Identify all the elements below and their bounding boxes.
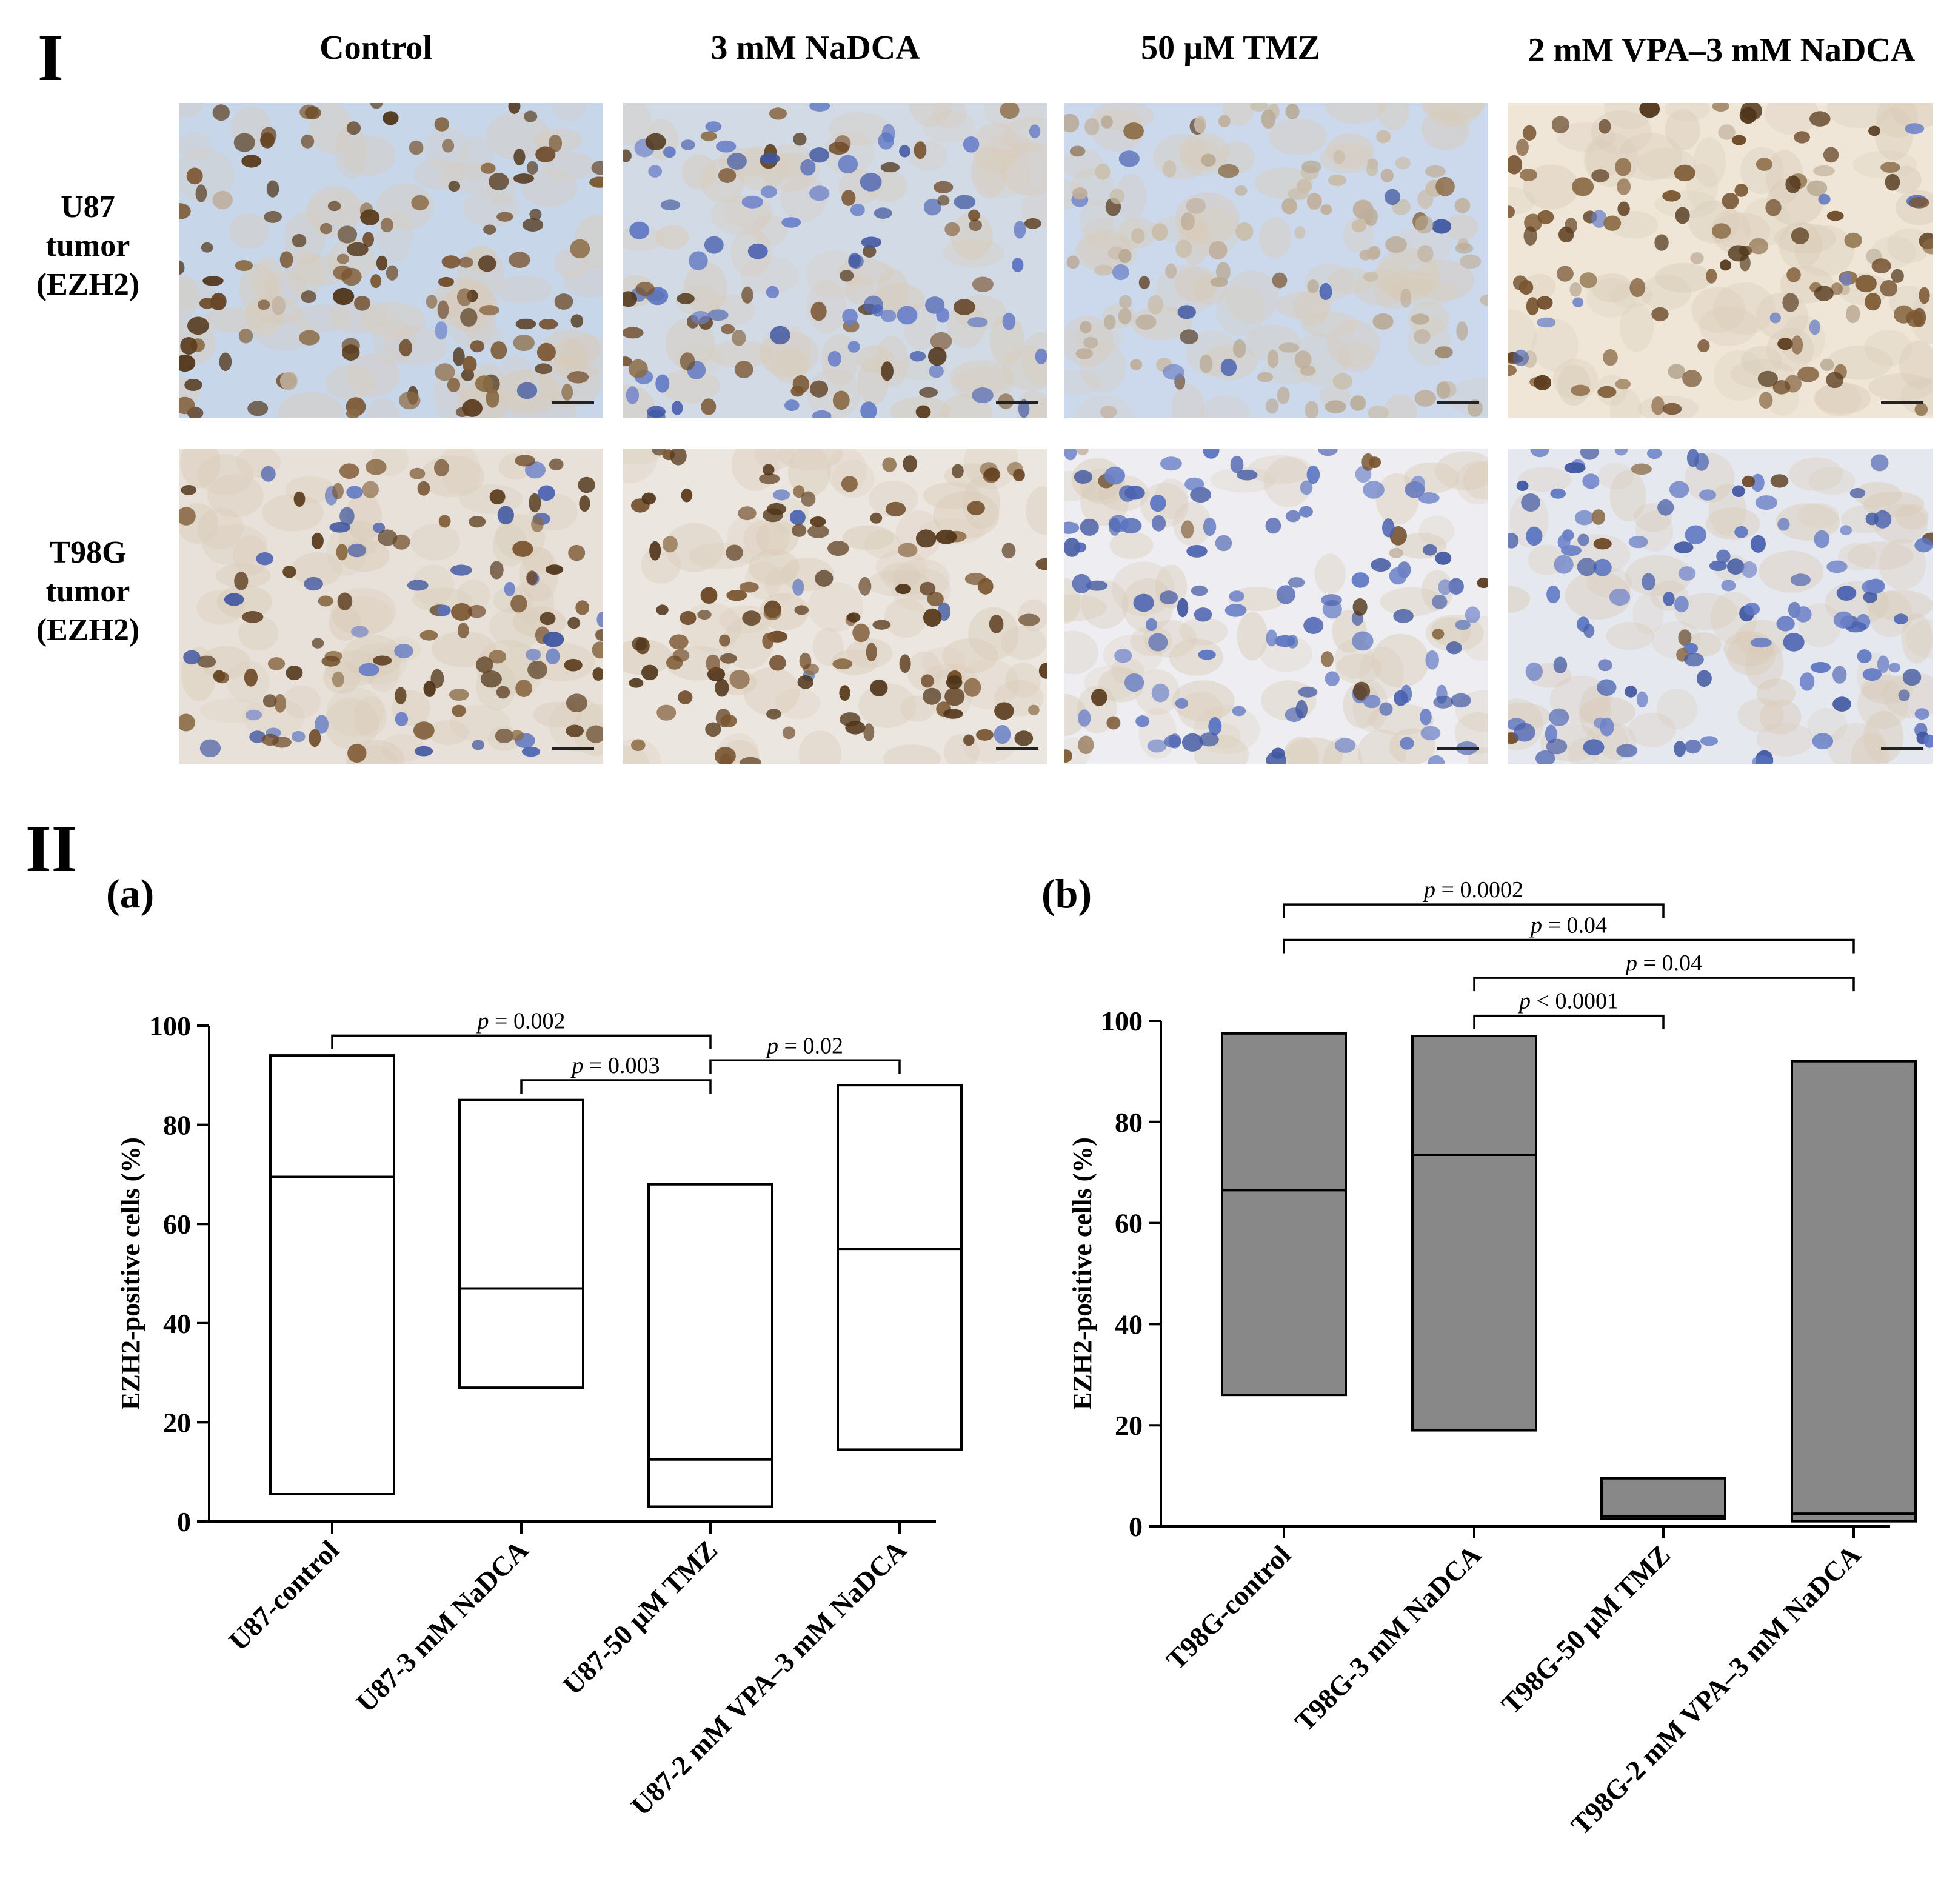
comparison-bracket-3 <box>709 1059 901 1074</box>
bar-3 <box>647 1183 773 1508</box>
y-tick-label: 20 <box>163 1407 191 1438</box>
y-tick-label: 0 <box>1129 1511 1143 1542</box>
comparison-label-4: p = 0.04 <box>1624 950 1702 976</box>
row-label-u87-line2: tumor <box>45 228 130 263</box>
category-label-3: U87-50 µM TMZ <box>556 1534 723 1701</box>
row-label-t98g-line3: (EZH2) <box>36 612 140 647</box>
bar-4 <box>1791 1060 1917 1523</box>
y-tick-label: 60 <box>1115 1208 1143 1239</box>
comparison-bracket-1 <box>331 1034 712 1049</box>
y-tick-label: 40 <box>1115 1309 1143 1340</box>
micrograph-r1-c2 <box>623 103 1047 418</box>
bar-1 <box>269 1054 395 1496</box>
column-header-control: Control <box>319 29 432 67</box>
chart-b-plot: 0 20 40 60 80 100 EZH2-positive cells (%) T98G-… <box>1067 877 1917 1840</box>
section-label-ii: II <box>25 812 78 886</box>
category-label-1: U87-control <box>222 1534 345 1657</box>
section-label-i: I <box>38 21 64 95</box>
category-label-2: T98G-3 mM NaDCA <box>1289 1539 1487 1737</box>
y-tick-label: 80 <box>1115 1107 1143 1138</box>
row-label-t98g: T98G tumor (EZH2) <box>0 533 176 650</box>
y-axis-title: EZH2-positive cells (%) <box>116 1137 145 1410</box>
comparison-bracket-1 <box>1283 903 1665 918</box>
row-label-u87-line3: (EZH2) <box>36 267 140 302</box>
comparison-bracket-2 <box>520 1079 712 1094</box>
micrograph-r1-c4 <box>1508 103 1933 418</box>
comparison-label-2: p = 0.003 <box>570 1053 660 1078</box>
micrograph-r2-c4 <box>1508 449 1933 764</box>
category-label-2: U87-3 mM NaDCA <box>350 1534 534 1718</box>
bar-1 <box>1221 1032 1347 1397</box>
column-header-tmz: 50 µM TMZ <box>1141 29 1320 67</box>
column-header-nadca: 3 mM NaDCA <box>710 29 920 67</box>
row-label-t98g-line2: tumor <box>45 573 130 609</box>
row-label-t98g-line1: T98G <box>49 535 127 570</box>
comparison-bracket-2 <box>1473 1014 1665 1029</box>
comparison-label-2: p < 0.0001 <box>1517 989 1619 1014</box>
category-label-3: T98G-50 µM TMZ <box>1495 1539 1676 1720</box>
micrograph-r1-c1 <box>179 103 603 418</box>
panel-label-b: (b) <box>1041 870 1092 917</box>
y-axis-title: EZH2-positive cells (%) <box>1067 1137 1097 1410</box>
y-tick-label: 0 <box>177 1506 191 1537</box>
bar-2 <box>458 1098 584 1389</box>
y-tick-label: 40 <box>163 1308 191 1339</box>
comparison-bracket-3 <box>1283 938 1855 954</box>
column-header-vpa-nadca: 2 mM VPA–3 mM NaDCA <box>1528 31 1916 69</box>
bar-2 <box>1411 1035 1537 1432</box>
y-tick-label: 100 <box>149 1010 191 1041</box>
category-label-1: T98G-control <box>1160 1539 1297 1675</box>
row-label-u87-line1: U87 <box>61 190 115 224</box>
bar-4 <box>837 1084 963 1451</box>
comparison-bracket-4 <box>1473 977 1855 992</box>
y-tick-label: 100 <box>1101 1006 1143 1037</box>
y-tick-label: 60 <box>163 1209 191 1240</box>
comparison-label-3: p = 0.04 <box>1529 913 1607 938</box>
panel-label-a: (a) <box>106 870 155 917</box>
y-tick-label: 80 <box>163 1110 191 1141</box>
y-tick-label: 20 <box>1115 1410 1143 1441</box>
comparison-label-3: p = 0.02 <box>765 1033 843 1058</box>
micrograph-r1-c3 <box>1064 103 1488 418</box>
comparison-label-1: p = 0.002 <box>476 1008 566 1034</box>
micrograph-r2-c2 <box>623 449 1047 764</box>
comparison-label-1: p = 0.0002 <box>1422 877 1523 903</box>
micrograph-r2-c3 <box>1064 449 1488 764</box>
row-label-u87: U87 tumor (EZH2) <box>0 188 176 304</box>
micrograph-r2-c1 <box>179 449 603 764</box>
bar-3 <box>1600 1477 1726 1520</box>
chart-a-plot: 0 20 40 60 80 100 EZH2-positive cells (%) U87-c… <box>116 1008 963 1822</box>
